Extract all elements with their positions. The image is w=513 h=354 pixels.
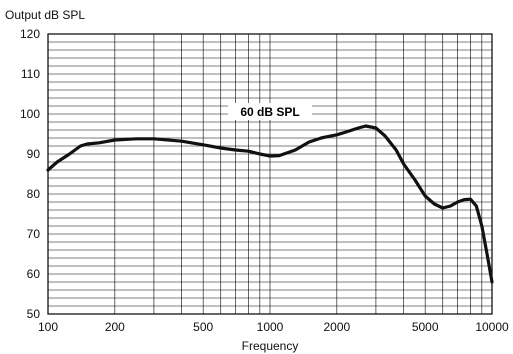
plot-frame xyxy=(47,33,493,315)
y-tick-label: 110 xyxy=(21,67,40,81)
series-line-60db xyxy=(46,124,494,284)
annotation-label: 60 dB SPL xyxy=(240,105,299,119)
y-tick-label: 100 xyxy=(20,107,40,121)
x-tick-label: 2000 xyxy=(323,320,350,334)
annotation-background xyxy=(228,103,312,120)
x-tick-labels: 100 200 500 1000 2000 5000 10000 xyxy=(38,320,509,334)
x-tick-label: 10000 xyxy=(475,320,509,334)
x-axis-title: Frequency xyxy=(242,339,299,353)
y-axis-title: Output dB SPL xyxy=(5,8,85,22)
annotation-label-group: 60 dB SPL xyxy=(228,103,312,120)
y-tick-label: 120 xyxy=(20,27,40,41)
y-tick-label: 50 xyxy=(27,307,41,321)
y-tick-label: 90 xyxy=(27,147,41,161)
grid-lines xyxy=(48,34,492,314)
annotations: 60 dB SPL xyxy=(228,103,312,120)
x-tick-label: 1000 xyxy=(257,320,284,334)
y-tick-label: 60 xyxy=(27,267,41,281)
x-tick-label: 100 xyxy=(38,320,58,334)
y-tick-labels: 50 60 70 80 90 100 110 120 xyxy=(20,27,40,321)
x-tick-label: 5000 xyxy=(412,320,439,334)
y-tick-label: 80 xyxy=(27,187,41,201)
x-tick-label: 200 xyxy=(105,320,125,334)
y-tick-label: 70 xyxy=(27,227,41,241)
x-tick-label: 500 xyxy=(193,320,213,334)
